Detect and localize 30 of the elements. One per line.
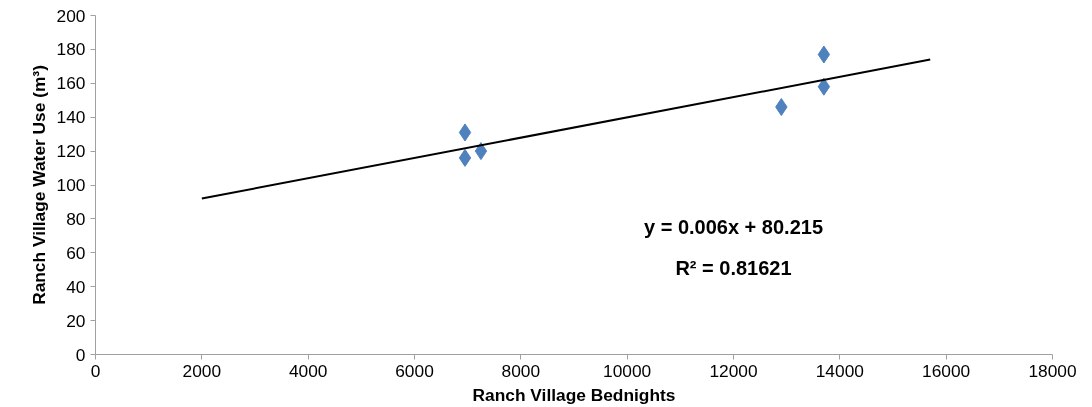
y-tick-label: 60	[66, 242, 86, 263]
x-tick-label: 2000	[182, 360, 222, 381]
x-tick-label: 8000	[501, 360, 541, 381]
x-tick-label: 6000	[395, 360, 434, 381]
y-tick-label: 0	[75, 344, 86, 365]
y-tick-label: 200	[56, 5, 86, 26]
y-tick-label: 160	[56, 73, 86, 94]
y-tick-label: 120	[56, 141, 86, 162]
annotation: y = 0.006x + 80.215	[643, 216, 824, 239]
x-tick-label: 18000	[1028, 360, 1077, 381]
x-tick-label: 16000	[922, 360, 971, 381]
point	[458, 148, 472, 167]
y-tick-label: 140	[56, 107, 86, 128]
x-tick-label: 4000	[288, 360, 328, 381]
y-tick-label: 180	[56, 39, 86, 60]
y-axis-title: Ranch Village Water Use (m³)	[28, 65, 49, 305]
y-tick-label: 20	[66, 310, 86, 331]
y-tick-label: 80	[66, 208, 86, 229]
x-tick-label: 14000	[815, 360, 864, 381]
x-tick-label: 0	[90, 360, 101, 381]
y-tick-label: 40	[66, 276, 86, 297]
point	[474, 142, 488, 161]
point	[458, 123, 472, 142]
x-tick-label: 10000	[603, 360, 652, 381]
point	[817, 45, 831, 64]
x-axis-title: Ranch Village Bednights	[472, 384, 676, 405]
point	[817, 77, 831, 96]
y-tick-label: 100	[56, 175, 86, 195]
x-tick-label: 12000	[709, 360, 758, 381]
annotation: R² = 0.81621	[675, 257, 792, 280]
